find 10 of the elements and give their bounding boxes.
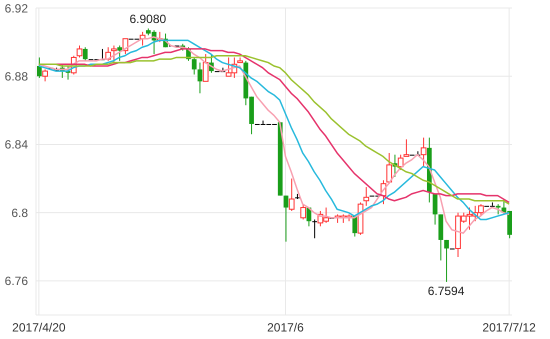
x-tick-label: 2017/4/20 bbox=[12, 320, 66, 335]
x-tick-label: 2017/6 bbox=[267, 320, 304, 335]
y-tick-label: 6.76 bbox=[4, 274, 28, 288]
y-tick-label: 6.84 bbox=[4, 138, 28, 152]
annotation: 6.7594 bbox=[428, 284, 464, 298]
y-tick-label: 6.8 bbox=[11, 206, 28, 220]
y-tick-label: 6.88 bbox=[4, 69, 28, 84]
x-tick-label: 2017/7/12 bbox=[482, 320, 536, 335]
annotation: 6.9080 bbox=[129, 12, 166, 26]
y-tick-label: 6.92 bbox=[4, 1, 28, 16]
